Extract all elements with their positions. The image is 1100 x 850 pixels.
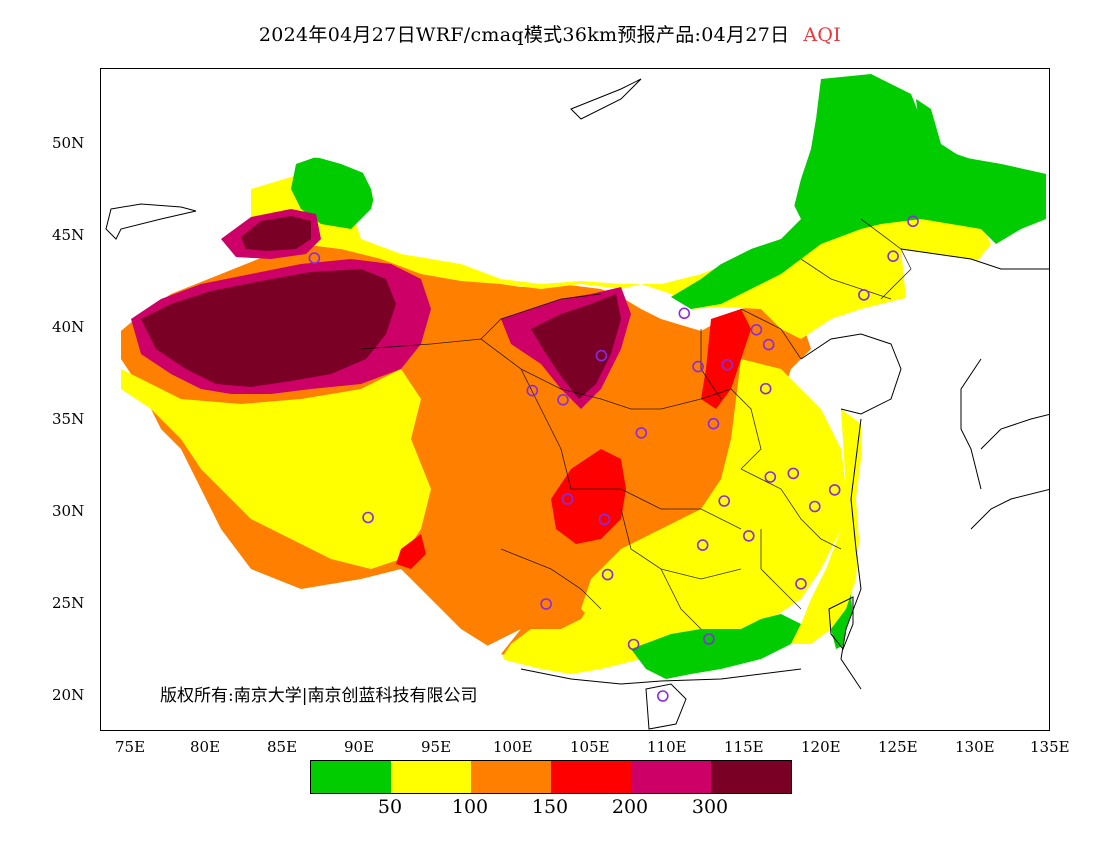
y-tick-label: 20N — [52, 686, 85, 704]
station-marker — [557, 393, 569, 406]
legend-swatch — [551, 761, 631, 793]
station-marker — [764, 471, 777, 483]
station-marker — [308, 252, 321, 264]
station-marker — [759, 382, 772, 395]
station-marker — [887, 250, 899, 262]
y-tick-label: 45N — [52, 226, 85, 244]
aqi-zone-yellow-tibet — [121, 369, 431, 569]
station-marker — [526, 384, 539, 397]
y-tick-label: 50N — [52, 134, 85, 152]
legend-swatch — [471, 761, 551, 793]
title-text: 2024年04月27日WRF/cmaq模式36km预报产品:04月27日 — [258, 24, 790, 46]
copyright-text: 版权所有:南京大学|南京创蓝科技有限公司 — [160, 686, 478, 706]
legend-swatch — [631, 761, 711, 793]
ocean-yellow-sea — [801, 334, 901, 414]
map-frame — [100, 68, 1050, 731]
station-marker — [858, 289, 870, 301]
x-tick-label: 135E — [1030, 738, 1070, 756]
station-marker — [762, 338, 775, 351]
outside-korea-japan — [901, 249, 1049, 369]
coastline — [105, 78, 1049, 730]
aqi-zone-red-tibet — [396, 534, 426, 569]
y-tick-label: 35N — [52, 410, 85, 428]
legend-label: 300 — [691, 796, 729, 818]
station-marker — [627, 638, 640, 651]
x-tick-label: 110E — [647, 738, 687, 756]
station-marker — [595, 349, 608, 362]
station-marker — [703, 633, 715, 645]
station-marker — [750, 323, 763, 336]
ocean-east — [841, 329, 1049, 730]
aqi-zone-green-xinjiang — [291, 157, 376, 229]
aqi-zone-yellow-east — [581, 359, 846, 669]
x-tick-label: 105E — [570, 738, 610, 756]
station-marker — [601, 568, 614, 581]
x-tick-label: 120E — [801, 738, 841, 756]
x-tick-label: 75E — [115, 738, 146, 756]
aqi-zone-yellow-coast — [791, 409, 861, 644]
station-marker — [561, 493, 574, 505]
outside-mongolia-russia — [101, 69, 821, 284]
outside-south-sea — [521, 669, 881, 730]
legend-swatch — [311, 761, 391, 793]
legend-swatch — [711, 761, 791, 793]
station-marker — [678, 307, 691, 320]
province-borders — [360, 218, 912, 630]
x-tick-label: 90E — [344, 738, 375, 756]
aqi-zone-green-northeast — [671, 74, 1046, 309]
x-tick-label: 130E — [955, 738, 995, 756]
aqi-zone-maroon-tarim — [141, 269, 396, 387]
aqi-zone-green-south — [631, 614, 801, 679]
station-markers — [308, 215, 919, 702]
y-tick-label: 40N — [52, 318, 85, 336]
color-legend — [310, 760, 792, 794]
aqi-map — [101, 69, 1049, 730]
legend-label: 50 — [377, 796, 403, 818]
station-marker — [718, 495, 731, 507]
station-marker — [692, 360, 704, 373]
y-tick-label: 25N — [52, 594, 85, 612]
station-marker — [635, 427, 648, 439]
legend-label: 200 — [611, 796, 649, 818]
station-marker — [808, 500, 821, 513]
legend-label: 100 — [451, 796, 489, 818]
outside-northeast-corner — [911, 69, 1049, 169]
aqi-zone-green-sakhalin-edge — [916, 99, 1046, 179]
y-tick-label: 30N — [52, 502, 85, 520]
station-marker — [721, 358, 734, 371]
x-tick-label: 100E — [493, 738, 533, 756]
x-tick-label: 95E — [421, 738, 452, 756]
title-variable: AQI — [803, 24, 842, 46]
station-marker — [656, 690, 669, 702]
station-marker — [540, 598, 552, 610]
station-marker — [707, 417, 720, 430]
station-marker — [598, 513, 611, 526]
station-marker — [828, 484, 841, 496]
aqi-zone-maroon-dzungaria — [241, 216, 311, 251]
aqi-zone-maroon-ordos — [531, 294, 621, 399]
x-tick-label: 115E — [724, 738, 764, 756]
station-marker — [907, 215, 919, 228]
station-marker — [787, 467, 800, 480]
station-marker — [696, 539, 709, 551]
station-marker — [795, 577, 807, 590]
station-marker — [742, 530, 755, 542]
x-tick-label: 125E — [878, 738, 918, 756]
map-title: 2024年04月27日WRF/cmaq模式36km预报产品:04月27日 AQI — [0, 20, 1100, 47]
legend-swatch — [391, 761, 471, 793]
x-tick-label: 85E — [267, 738, 298, 756]
outside-west — [101, 229, 211, 334]
aqi-zone-yellow-north — [251, 174, 991, 339]
aqi-zone-red-sichuan — [551, 449, 626, 544]
x-tick-label: 80E — [190, 738, 221, 756]
aqi-zone-red-north — [701, 309, 751, 409]
station-marker — [362, 511, 374, 524]
outside-southwest — [101, 399, 521, 730]
legend-label: 150 — [531, 796, 569, 818]
